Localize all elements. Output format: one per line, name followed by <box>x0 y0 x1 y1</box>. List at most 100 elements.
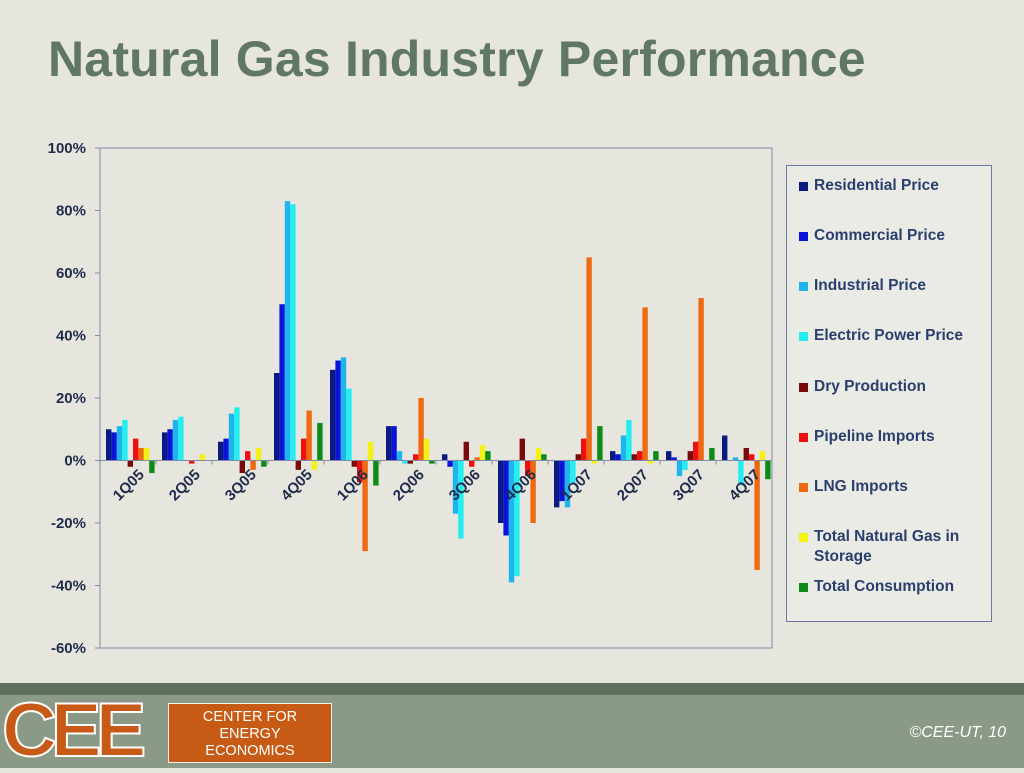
bar <box>503 460 509 536</box>
legend-label: Commercial Price <box>814 227 945 244</box>
bar <box>301 438 307 461</box>
bar <box>452 460 459 514</box>
y-tick-label: 100% <box>48 140 86 157</box>
bar <box>138 448 144 461</box>
bar <box>765 460 771 480</box>
y-tick-label: 0% <box>64 453 86 470</box>
legend-label: Industrial Price <box>814 277 926 294</box>
bar <box>541 454 547 461</box>
bar <box>474 457 480 461</box>
bar <box>575 454 581 461</box>
legend-label: Total Natural Gas in Storage <box>814 528 960 565</box>
legend-swatch <box>799 332 808 341</box>
legend-item: Dry Production <box>799 377 985 397</box>
bar <box>250 460 256 470</box>
bar <box>255 448 262 461</box>
bar <box>709 448 715 461</box>
bar <box>754 460 760 570</box>
bar <box>407 460 413 464</box>
x-tick-label: 3Q07 <box>670 466 708 504</box>
x-tick-label: 3Q05 <box>222 466 260 504</box>
bar <box>586 257 592 461</box>
bar <box>722 435 728 461</box>
bar <box>743 448 749 461</box>
bar <box>525 460 531 477</box>
bar <box>570 460 576 483</box>
legend-label: Residential Price <box>814 177 939 194</box>
legend-label: Dry Production <box>814 378 926 395</box>
bar <box>597 426 603 461</box>
bar <box>218 441 224 461</box>
bar <box>223 438 229 461</box>
bar <box>284 201 291 461</box>
bar <box>642 307 648 461</box>
bar <box>335 360 341 461</box>
bar <box>530 460 536 523</box>
bar <box>637 451 643 461</box>
bar <box>106 429 112 461</box>
logo-line-1: CENTER FOR <box>202 709 298 725</box>
bar <box>620 435 627 461</box>
bar <box>469 460 475 467</box>
chart-legend: Residential Price Commercial Price Industr… <box>786 165 992 622</box>
bar <box>693 441 699 461</box>
bar <box>508 460 515 583</box>
y-tick-label: 80% <box>56 203 86 220</box>
bar <box>172 419 179 461</box>
bar <box>666 451 672 461</box>
bar <box>498 460 504 523</box>
legend-swatch <box>799 282 808 291</box>
legend-swatch <box>799 483 808 492</box>
bar <box>239 460 245 473</box>
legend-item: Total Natural Gas in Storage <box>799 527 985 567</box>
bar <box>463 441 469 461</box>
legend-swatch <box>799 232 808 241</box>
bar <box>671 457 677 461</box>
bar <box>698 298 704 461</box>
bar <box>458 460 464 539</box>
legend-item: Electric Power Price <box>799 326 985 346</box>
bar <box>676 460 683 477</box>
bar <box>261 460 267 467</box>
copyright-notice: ©CEE-UT, 10 <box>909 724 1006 741</box>
bar <box>615 454 621 461</box>
x-tick-label: 3Q06 <box>446 466 484 504</box>
bar <box>581 438 587 461</box>
legend-swatch <box>799 383 808 392</box>
bar <box>346 388 352 461</box>
bar <box>447 460 453 467</box>
bar <box>362 460 368 552</box>
bar <box>396 451 403 461</box>
legend-label: Pipeline Imports <box>814 428 935 445</box>
bar <box>391 426 397 461</box>
y-tick-label: 20% <box>56 390 86 407</box>
bar <box>485 451 491 461</box>
bar <box>554 460 560 508</box>
legend-label: Total Consumption <box>814 578 955 595</box>
bar <box>591 460 598 464</box>
bar <box>687 451 693 461</box>
bar <box>274 373 280 461</box>
legend-swatch <box>799 533 808 542</box>
bar <box>149 460 155 473</box>
y-tick-label: -20% <box>51 515 86 532</box>
bar <box>330 369 336 461</box>
x-tick-label: 2Q07 <box>614 466 652 504</box>
bar <box>759 451 766 461</box>
slide-title: Natural Gas Industry Performance <box>48 31 866 87</box>
legend-swatch <box>799 433 808 442</box>
bar <box>311 460 318 470</box>
y-tick-label: 40% <box>56 328 86 345</box>
bar-chart: 100% 80% 60% 40% 20% 0% -20% -40% -60% 1Q05 2Q05 3Q… <box>48 140 773 657</box>
bar <box>610 451 616 461</box>
bar <box>402 460 408 464</box>
bar <box>749 454 755 461</box>
bar <box>279 304 285 461</box>
bar <box>732 457 739 461</box>
x-tick-label: 1Q05 <box>110 466 148 504</box>
bar <box>418 398 424 461</box>
logo-line-2: ENERGY <box>219 726 281 742</box>
bar <box>429 460 435 464</box>
bar <box>122 419 128 461</box>
legend-swatch <box>799 583 808 592</box>
